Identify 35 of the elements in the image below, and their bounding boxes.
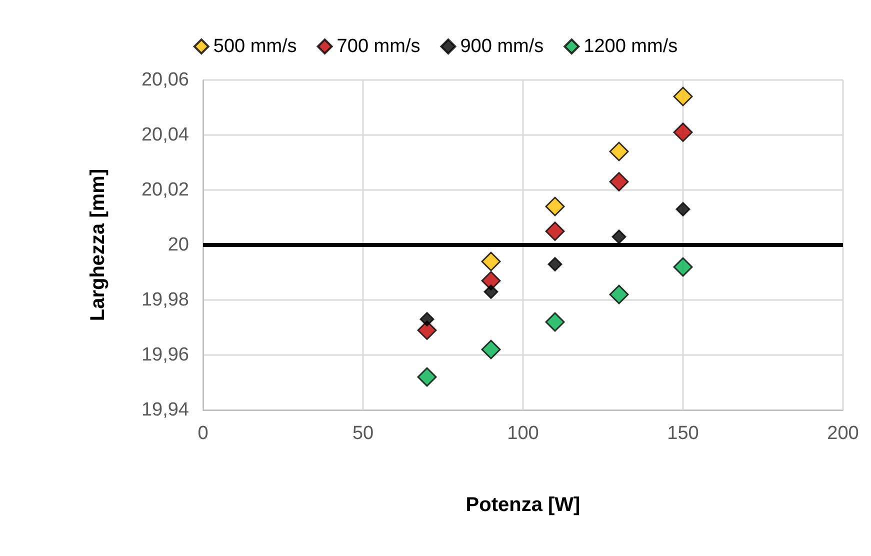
x-tick-label: 0 (198, 423, 208, 444)
y-tick-label: 20,06 (141, 70, 189, 90)
y-tick-label: 19,98 (141, 290, 189, 310)
point (612, 230, 626, 244)
point (609, 172, 629, 192)
x-tick-label: 150 (667, 423, 699, 444)
point (420, 312, 434, 326)
point (548, 257, 562, 272)
point (673, 257, 693, 277)
y-axis-title: Larghezza [mm] (87, 168, 109, 322)
point (673, 86, 693, 106)
point (484, 284, 498, 299)
point (676, 202, 690, 216)
point (481, 252, 501, 272)
point (545, 196, 565, 216)
y-tick-label: 20,04 (141, 124, 190, 146)
legend-label: 500 mm/s (213, 36, 297, 57)
y-tick-label: 20 (168, 234, 189, 256)
point (609, 142, 629, 162)
x-tick-label: 100 (507, 423, 539, 444)
point (545, 312, 565, 332)
x-tick-label: 50 (352, 423, 374, 444)
point (609, 284, 629, 304)
legend-label: 900 mm/s (460, 36, 544, 57)
x-tick-label: 200 (827, 423, 859, 444)
point (545, 222, 565, 241)
point (417, 367, 437, 387)
legend-label: 1200 mm/s (584, 36, 678, 57)
point (673, 122, 693, 142)
y-tick-label: 19,94 (141, 400, 190, 420)
y-tick-label: 20,02 (141, 180, 189, 200)
legend-label: 700 mm/s (336, 36, 420, 57)
y-tick-label: 19,96 (141, 344, 189, 366)
x-axis-title: Potenza [W] (466, 494, 580, 516)
point (481, 340, 501, 360)
